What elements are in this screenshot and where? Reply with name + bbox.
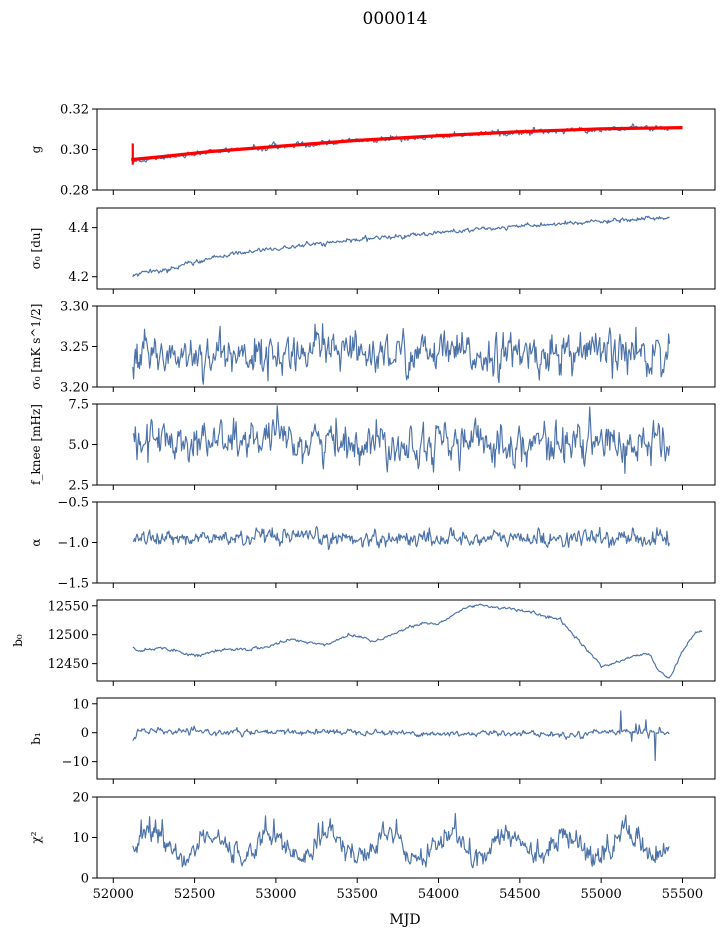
axes-frame-panel-2 bbox=[96, 207, 716, 290]
panel-8: 0 10 20 52000 52500 53000 53500 54000 54500 55000… bbox=[29, 791, 716, 902]
y-axis-label-panel-2: σ₀ [du] bbox=[29, 228, 43, 270]
y-axis-label-panel-4: f_knee [mHz] bbox=[29, 404, 43, 485]
y-tick-label: −0.5 bbox=[57, 496, 89, 511]
x-tick-label: 55500 bbox=[662, 887, 703, 902]
x-tick-label: 53000 bbox=[255, 887, 296, 902]
y-tick-label: 12550 bbox=[48, 599, 89, 614]
data-line-panel-2 bbox=[132, 215, 670, 278]
y-tick-label: 0.30 bbox=[60, 143, 89, 158]
figure-title: 000014 bbox=[363, 9, 428, 29]
x-axis-label: MJD bbox=[389, 912, 420, 928]
y-tick-label: −1.5 bbox=[57, 577, 89, 592]
y-tick-label: 4.4 bbox=[68, 221, 89, 236]
axes-frame-panel-1 bbox=[96, 108, 716, 191]
y-tick-label: 20 bbox=[72, 791, 89, 806]
panel-2: 4.2 4.4 σ₀ [du] bbox=[29, 207, 716, 294]
x-tick-label: 54000 bbox=[418, 887, 459, 902]
panel-5: −1.5 −1.0 −0.5 α bbox=[29, 496, 716, 592]
y-tick-label: 3.30 bbox=[60, 300, 89, 315]
y-tick-label: −1.0 bbox=[57, 536, 89, 551]
axes-frame-panel-8 bbox=[96, 796, 716, 879]
x-tick-label: 53500 bbox=[337, 887, 378, 902]
panel-3: 3.20 3.25 3.30 σ₀ [mK s^1/2] bbox=[29, 300, 716, 396]
panel-1: 0.28 0.30 0.32 g bbox=[29, 103, 716, 199]
y-tick-label: 0 bbox=[81, 872, 89, 887]
fit-line bbox=[131, 126, 683, 162]
axes-frame-panel-6 bbox=[96, 599, 716, 682]
y-tick-label: 2.5 bbox=[68, 479, 89, 494]
y-tick-label: 12450 bbox=[48, 657, 89, 672]
axes-frame-panel-4 bbox=[96, 403, 716, 486]
y-tick-label: 0.32 bbox=[60, 103, 89, 118]
y-tick-label: −10 bbox=[62, 755, 89, 770]
data-line-panel-8 bbox=[132, 812, 670, 869]
panel-4: 2.5 5.0 7.5 f_knee [mHz] bbox=[29, 398, 716, 494]
y-axis-label-panel-1: g bbox=[29, 145, 43, 153]
data-line-panel-6 bbox=[132, 603, 703, 679]
y-tick-label: 10 bbox=[72, 831, 89, 846]
data-line-panel-7 bbox=[132, 710, 670, 762]
data-line-panel-3 bbox=[132, 323, 671, 385]
x-tick-label: 52500 bbox=[174, 887, 215, 902]
x-tick-label: 54500 bbox=[499, 887, 540, 902]
panel-7: −10 0 10 b₁ bbox=[29, 697, 716, 784]
y-tick-label: 10 bbox=[72, 697, 89, 712]
y-axis-label-panel-3: σ₀ [mK s^1/2] bbox=[29, 304, 43, 390]
y-tick-label: 4.2 bbox=[68, 270, 89, 285]
y-axis-label-panel-8: χ² bbox=[29, 831, 43, 843]
axes-frame-panel-7 bbox=[96, 697, 716, 780]
y-tick-label: 0 bbox=[81, 726, 89, 741]
x-tick-label: 52000 bbox=[93, 887, 134, 902]
data-line-panel-5 bbox=[132, 526, 671, 551]
panel-6: 12450 12500 12550 b₀ bbox=[11, 599, 716, 686]
y-tick-label: 5.0 bbox=[68, 438, 89, 453]
y-axis-label-panel-5: α bbox=[29, 538, 43, 546]
y-tick-label: 3.20 bbox=[60, 381, 89, 396]
y-tick-label: 0.28 bbox=[60, 184, 89, 199]
x-tick-label: 55000 bbox=[580, 887, 621, 902]
y-axis-label-panel-7: b₁ bbox=[29, 732, 43, 745]
data-line-panel-4 bbox=[132, 405, 671, 474]
y-axis-label-panel-6: b₀ bbox=[11, 634, 25, 647]
y-tick-label: 3.25 bbox=[60, 340, 89, 355]
y-tick-label: 12500 bbox=[48, 628, 89, 643]
y-tick-label: 7.5 bbox=[68, 398, 89, 413]
panels: 0.28 0.30 0.32 g 4.2 4.4 σ₀ [du] 3.20 3.25 3.30 σ₀… bbox=[11, 103, 716, 902]
